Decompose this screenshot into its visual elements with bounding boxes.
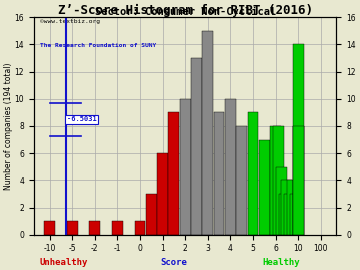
Bar	[112, 221, 123, 235]
Bar	[293, 126, 303, 235]
Text: ©www.textbiz.org: ©www.textbiz.org	[40, 19, 100, 24]
Text: -6.5031: -6.5031	[67, 116, 96, 122]
Text: Sector: Consumer Non-Cyclical: Sector: Consumer Non-Cyclical	[95, 7, 276, 17]
Bar	[273, 126, 284, 235]
Bar	[67, 221, 78, 235]
Bar	[270, 126, 281, 235]
Bar	[44, 221, 55, 235]
Bar	[279, 194, 289, 235]
Text: The Research Foundation of SUNY: The Research Foundation of SUNY	[40, 43, 156, 48]
Bar	[293, 45, 303, 235]
Bar	[282, 180, 292, 235]
Text: Score: Score	[161, 258, 187, 267]
Title: Z’-Score Histogram for RIBT (2016): Z’-Score Histogram for RIBT (2016)	[58, 4, 313, 17]
Bar	[202, 31, 213, 235]
Bar	[157, 153, 168, 235]
Bar	[284, 194, 295, 235]
Bar	[191, 58, 202, 235]
Text: Unhealthy: Unhealthy	[39, 258, 87, 267]
Bar	[293, 126, 304, 235]
Bar	[146, 194, 157, 235]
Bar	[259, 140, 270, 235]
Bar	[248, 112, 258, 235]
Bar	[290, 194, 301, 235]
Text: Healthy: Healthy	[262, 258, 300, 267]
Bar	[225, 99, 236, 235]
Bar	[168, 112, 179, 235]
Y-axis label: Number of companies (194 total): Number of companies (194 total)	[4, 62, 13, 190]
Bar	[276, 167, 287, 235]
Bar	[135, 221, 145, 235]
Bar	[180, 99, 190, 235]
Bar	[89, 221, 100, 235]
Bar	[287, 180, 298, 235]
Bar	[213, 112, 225, 235]
Bar	[236, 126, 247, 235]
